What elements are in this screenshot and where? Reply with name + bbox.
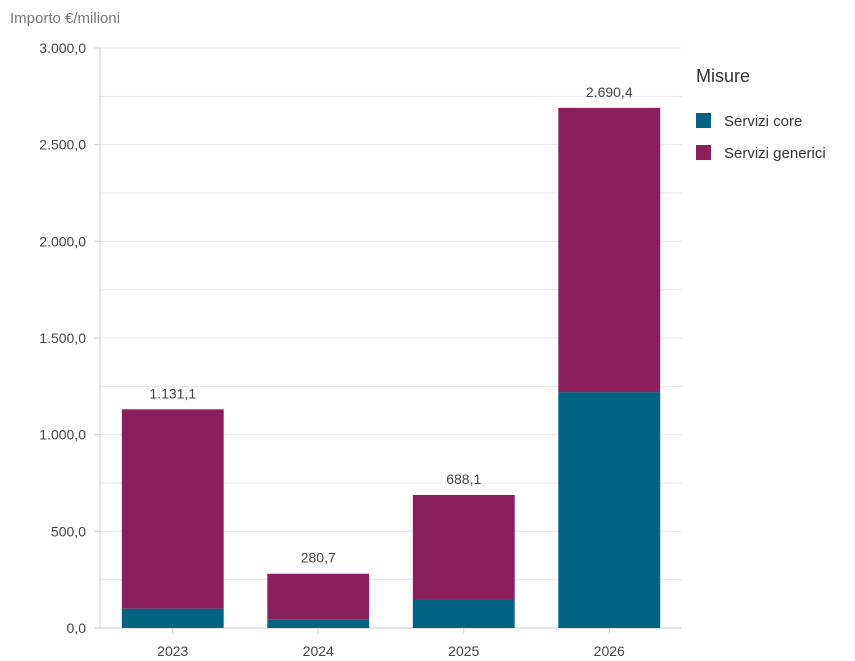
bar-totals: 1.131,1 280,7 688,1 2.690,4 xyxy=(149,84,632,566)
legend-title: Misure xyxy=(696,66,750,86)
legend-label: Servizi core xyxy=(724,113,802,130)
bar-segment xyxy=(267,619,370,628)
bar-segment xyxy=(121,608,224,628)
bar-segment xyxy=(121,409,224,609)
bar-total-label: 280,7 xyxy=(301,550,336,566)
bar-segment xyxy=(267,573,370,620)
legend-swatch xyxy=(696,145,711,160)
y-tick-label: 0,0 xyxy=(67,620,87,636)
x-tick-label: 2026 xyxy=(594,643,625,659)
y-tick-label: 500,0 xyxy=(51,523,86,539)
legend-swatch xyxy=(696,113,711,128)
y-tick-label: 1.500,0 xyxy=(39,330,86,346)
bars xyxy=(121,107,661,628)
y-tick-label: 2.000,0 xyxy=(39,233,86,249)
x-tick-label: 2025 xyxy=(448,643,479,659)
x-axis-ticks: 2023 2024 2025 2026 xyxy=(157,628,625,659)
bar-segment xyxy=(558,107,661,393)
x-tick-label: 2023 xyxy=(157,643,188,659)
bar-segment xyxy=(412,599,515,628)
bar-total-label: 2.690,4 xyxy=(586,84,633,100)
y-tick-label: 1.000,0 xyxy=(39,427,86,443)
y-tick-label: 3.000,0 xyxy=(39,40,86,56)
bar-total-label: 1.131,1 xyxy=(149,385,196,401)
y-axis-label: Importo €/milioni xyxy=(10,10,120,27)
y-tick-label: 2.500,0 xyxy=(39,137,86,153)
legend-label: Servizi generici xyxy=(724,145,826,162)
x-tick-label: 2024 xyxy=(303,643,334,659)
legend: Misure Servizi core Servizi generici xyxy=(696,66,826,162)
bar-segment xyxy=(558,392,661,628)
y-axis-ticks: 0,0 500,0 1.000,0 1.500,0 2.000,0 2.500,0 3.00… xyxy=(39,40,100,636)
bar-segment xyxy=(412,494,515,599)
bar-total-label: 688,1 xyxy=(446,471,481,487)
